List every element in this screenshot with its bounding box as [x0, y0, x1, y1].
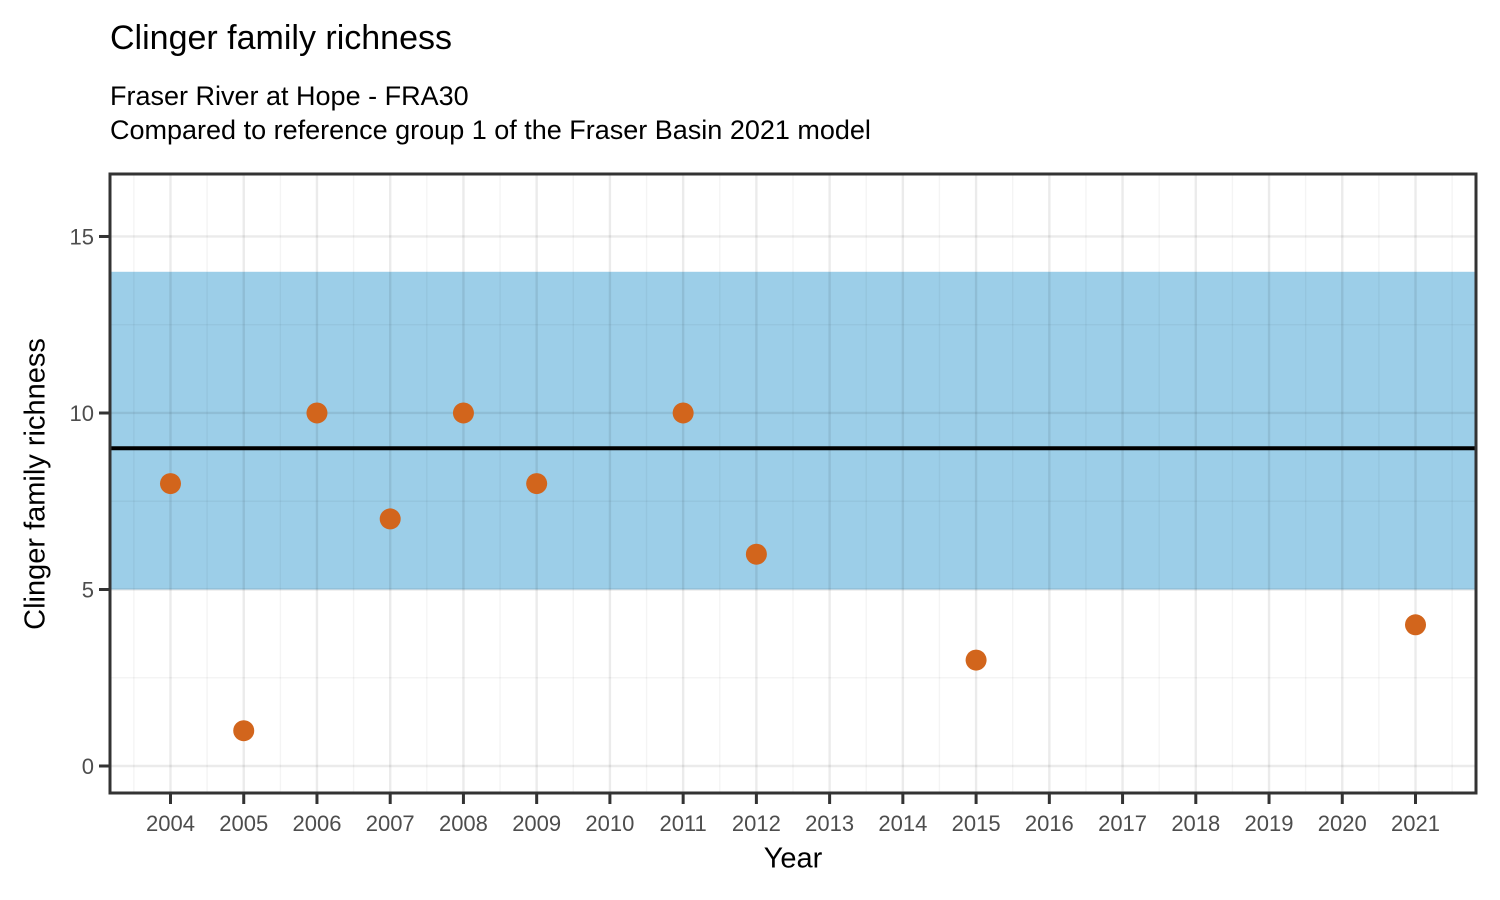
x-tick-label: 2011 — [659, 811, 706, 836]
y-tick-label: 10 — [70, 401, 94, 426]
reference-band — [110, 271, 1476, 590]
x-tick-label: 2017 — [1098, 811, 1147, 836]
chart-subtitle-line1: Fraser River at Hope - FRA30 — [110, 81, 469, 111]
x-tick-label: 2018 — [1171, 811, 1220, 836]
x-tick-label: 2020 — [1318, 811, 1367, 836]
data-point — [672, 402, 694, 424]
x-tick-label: 2007 — [366, 811, 415, 836]
x-tick-label: 2004 — [146, 811, 195, 836]
data-point — [1405, 614, 1427, 636]
data-point — [306, 402, 328, 424]
x-tick-label: 2019 — [1245, 811, 1294, 836]
x-tick-label: 2013 — [805, 811, 854, 836]
x-tick-label: 2009 — [512, 811, 561, 836]
x-tick-label: 2006 — [292, 811, 341, 836]
data-point — [159, 473, 181, 495]
data-point — [379, 508, 401, 530]
chart-subtitle-line2: Compared to reference group 1 of the Fra… — [110, 115, 871, 145]
data-point — [965, 649, 987, 671]
y-tick-label: 5 — [82, 577, 94, 602]
y-tick-label: 0 — [82, 754, 94, 779]
x-tick-label: 2012 — [732, 811, 781, 836]
x-tick-label: 2010 — [585, 811, 634, 836]
data-point — [452, 402, 474, 424]
x-tick-label: 2021 — [1391, 811, 1440, 836]
x-tick-label: 2014 — [878, 811, 927, 836]
x-axis-title: Year — [763, 842, 823, 875]
chart-title: Clinger family richness — [110, 19, 452, 57]
x-tick-label: 2015 — [952, 811, 1001, 836]
data-point — [233, 720, 255, 742]
y-tick-label: 15 — [70, 224, 94, 249]
x-tick-label: 2016 — [1025, 811, 1074, 836]
data-point — [745, 543, 767, 565]
data-point — [526, 473, 548, 495]
x-tick-label: 2008 — [439, 811, 488, 836]
x-tick-label: 2005 — [219, 811, 268, 836]
panel-border — [108, 172, 1478, 795]
